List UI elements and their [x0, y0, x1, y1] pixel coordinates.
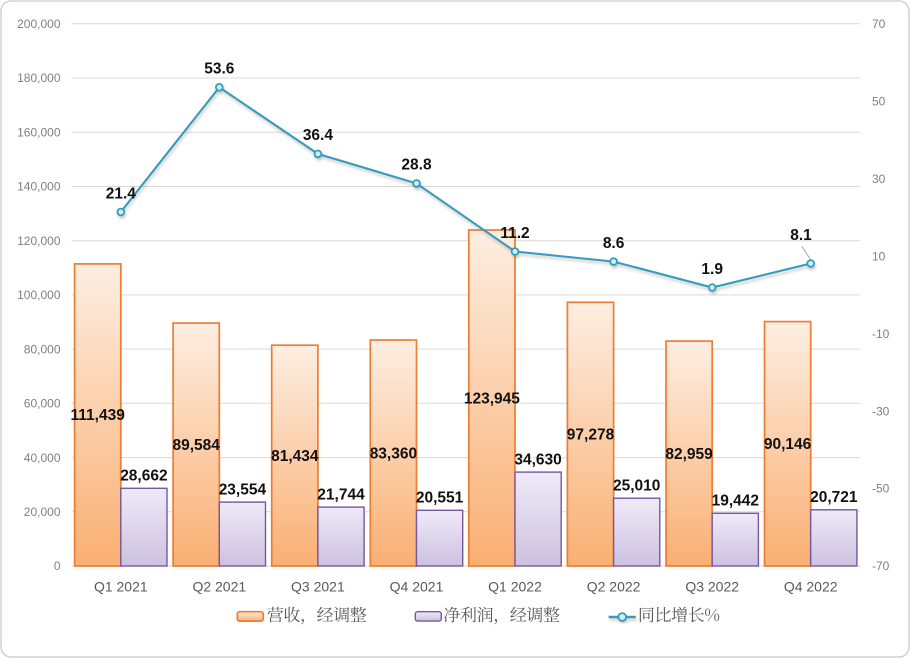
- svg-text:20,551: 20,551: [416, 490, 464, 507]
- svg-text:83,360: 83,360: [370, 445, 417, 462]
- svg-text:180,000: 180,000: [17, 71, 61, 85]
- svg-text:21,744: 21,744: [317, 486, 365, 503]
- svg-text:97,278: 97,278: [567, 426, 615, 443]
- svg-text:40,000: 40,000: [24, 451, 61, 465]
- svg-text:100,000: 100,000: [17, 288, 61, 302]
- svg-text:-50: -50: [872, 482, 890, 496]
- svg-text:0: 0: [54, 559, 61, 573]
- svg-text:50: 50: [872, 95, 886, 109]
- svg-text:200,000: 200,000: [17, 17, 61, 31]
- svg-text:60,000: 60,000: [24, 397, 61, 411]
- svg-text:28,662: 28,662: [120, 468, 167, 485]
- svg-text:82,959: 82,959: [665, 446, 713, 463]
- svg-text:20,000: 20,000: [24, 505, 61, 519]
- svg-text:81,434: 81,434: [271, 448, 319, 465]
- svg-text:123,945: 123,945: [464, 390, 520, 407]
- svg-text:Q2 2021: Q2 2021: [192, 579, 246, 595]
- svg-text:Q2 2022: Q2 2022: [587, 579, 641, 595]
- svg-text:21.4: 21.4: [106, 185, 137, 202]
- svg-text:-10: -10: [872, 327, 890, 341]
- svg-text:140,000: 140,000: [17, 180, 61, 194]
- svg-text:1.9: 1.9: [701, 261, 723, 278]
- svg-text:-30: -30: [872, 404, 890, 418]
- svg-text:8.1: 8.1: [790, 227, 812, 244]
- svg-text:-70: -70: [872, 559, 890, 573]
- svg-text:10: 10: [872, 249, 886, 263]
- svg-text:Q3 2022: Q3 2022: [685, 579, 739, 595]
- svg-text:89,584: 89,584: [172, 437, 220, 454]
- svg-text:Q1 2022: Q1 2022: [488, 579, 542, 595]
- svg-text:25,010: 25,010: [613, 478, 660, 495]
- svg-text:8.6: 8.6: [603, 235, 625, 252]
- svg-text:53.6: 53.6: [204, 61, 235, 78]
- svg-text:120,000: 120,000: [17, 234, 61, 248]
- svg-text:70: 70: [872, 17, 886, 31]
- svg-text:20,721: 20,721: [810, 489, 858, 506]
- svg-text:160,000: 160,000: [17, 125, 61, 139]
- svg-text:Q1 2021: Q1 2021: [94, 579, 148, 595]
- svg-text:30: 30: [872, 172, 886, 186]
- svg-text:28.8: 28.8: [401, 157, 432, 174]
- svg-text:Q4 2021: Q4 2021: [390, 579, 444, 595]
- svg-text:80,000: 80,000: [24, 342, 61, 356]
- svg-text:111,439: 111,439: [71, 407, 126, 424]
- svg-text:Q3 2021: Q3 2021: [291, 579, 345, 595]
- svg-text:23,554: 23,554: [219, 481, 267, 498]
- svg-text:90,146: 90,146: [764, 436, 812, 453]
- svg-text:11.2: 11.2: [500, 225, 529, 242]
- svg-text:Q4 2022: Q4 2022: [784, 579, 838, 595]
- svg-text:19,442: 19,442: [712, 493, 759, 510]
- svg-text:34,630: 34,630: [514, 451, 561, 468]
- svg-text:36.4: 36.4: [303, 127, 334, 144]
